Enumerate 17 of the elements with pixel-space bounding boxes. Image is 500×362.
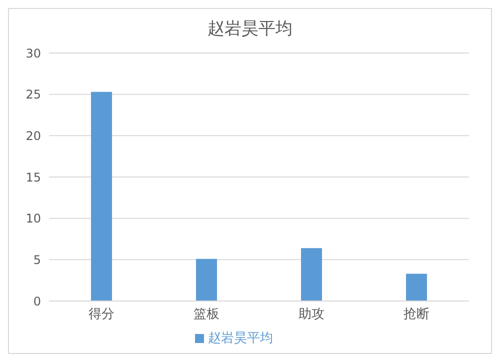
y-tick-label: 25 — [26, 88, 41, 102]
x-tick-label: 助攻 — [298, 307, 324, 322]
legend-label: 赵岩昊平均 — [208, 331, 273, 346]
chart-title: 赵岩昊平均 — [206, 18, 294, 41]
y-tick-label: 20 — [26, 128, 41, 143]
y-tick-label: 0 — [33, 294, 41, 308]
bar — [196, 258, 217, 301]
x-tick-label: 抢断 — [404, 307, 430, 322]
x-tick-label: 篮板 — [194, 307, 220, 322]
bar — [406, 274, 427, 301]
y-tick-label: 15 — [26, 170, 41, 184]
bar — [91, 92, 112, 301]
x-tick-label: 得分 — [88, 307, 114, 322]
y-tick-label: 30 — [26, 46, 41, 60]
bar — [301, 248, 322, 301]
y-tick-label: 10 — [26, 212, 41, 226]
y-tick-label: 5 — [33, 252, 41, 267]
